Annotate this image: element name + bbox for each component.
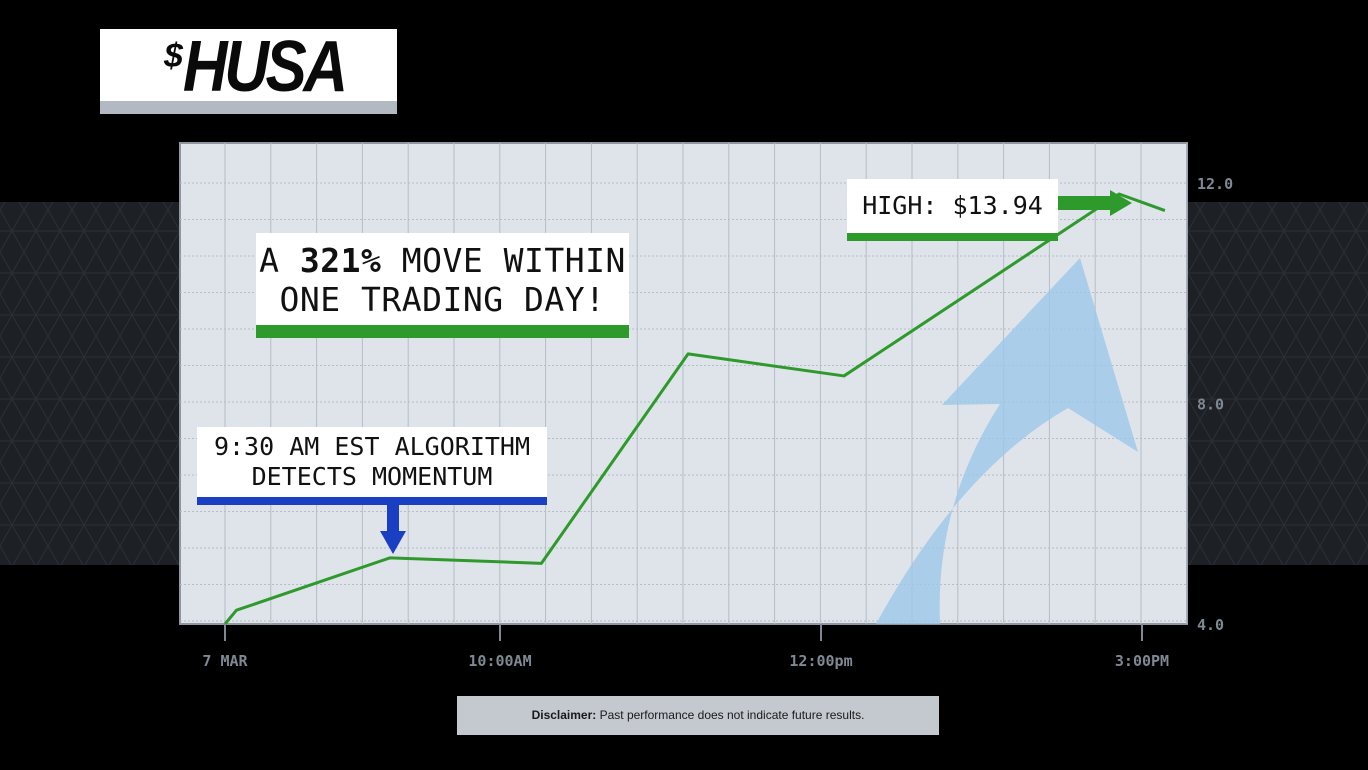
logo-ticker: HUSA — [164, 31, 348, 103]
move-annotation: A 321% MOVE WITHIN ONE TRADING DAY! — [256, 233, 629, 338]
move-percent: 321% — [299, 241, 382, 280]
algo-text-line1: 9:30 AM EST ALGORITHM — [213, 432, 531, 461]
logo-ticker-text: HUSA — [182, 29, 348, 107]
x-tick-label: 10:00AM — [468, 652, 531, 670]
algo-arrow-head — [380, 531, 406, 554]
logo-stripe — [100, 101, 397, 114]
algo-arrow-shaft — [387, 505, 399, 532]
move-underline — [256, 325, 629, 338]
move-text-post: MOVE WITHIN — [381, 241, 626, 280]
move-text-pre: A — [259, 241, 300, 280]
price-series-line — [223, 192, 1166, 625]
x-axis: 7 MAR 10:00AM 12:00pm 3:00PM — [202, 624, 1169, 670]
y-tick-label: 8.0 — [1197, 396, 1224, 414]
disclaimer-text: Past performance does not indicate futur… — [596, 708, 865, 722]
high-underline — [847, 233, 1058, 241]
move-text-line2: ONE TRADING DAY! — [279, 280, 606, 319]
y-tick-label: 4.0 — [1197, 616, 1224, 634]
algo-underline — [197, 497, 547, 505]
algo-text-line2: DETECTS MOMENTUM — [251, 462, 493, 491]
y-axis: 4.0 8.0 12.0 — [1197, 175, 1233, 634]
trend-arrow — [876, 258, 1138, 624]
high-arrow-head — [1110, 190, 1132, 216]
algorithm-annotation: 9:30 AM EST ALGORITHM DETECTS MOMENTUM — [197, 427, 547, 505]
disclaimer-box: Disclaimer: Past performance does not in… — [457, 696, 939, 735]
x-tick-label: 12:00pm — [789, 652, 852, 670]
x-tick-label: 7 MAR — [202, 652, 248, 670]
ticker-logo: $ HUSA — [100, 29, 397, 114]
logo-dollar-sign: $ — [164, 37, 183, 75]
disclaimer-label: Disclaimer: — [531, 708, 597, 722]
high-text: HIGH: $13.94 — [862, 191, 1043, 220]
high-arrow-shaft — [1058, 196, 1113, 210]
x-tick-label: 3:00PM — [1115, 652, 1169, 670]
high-annotation: HIGH: $13.94 — [847, 179, 1058, 241]
y-tick-label: 12.0 — [1197, 175, 1233, 193]
